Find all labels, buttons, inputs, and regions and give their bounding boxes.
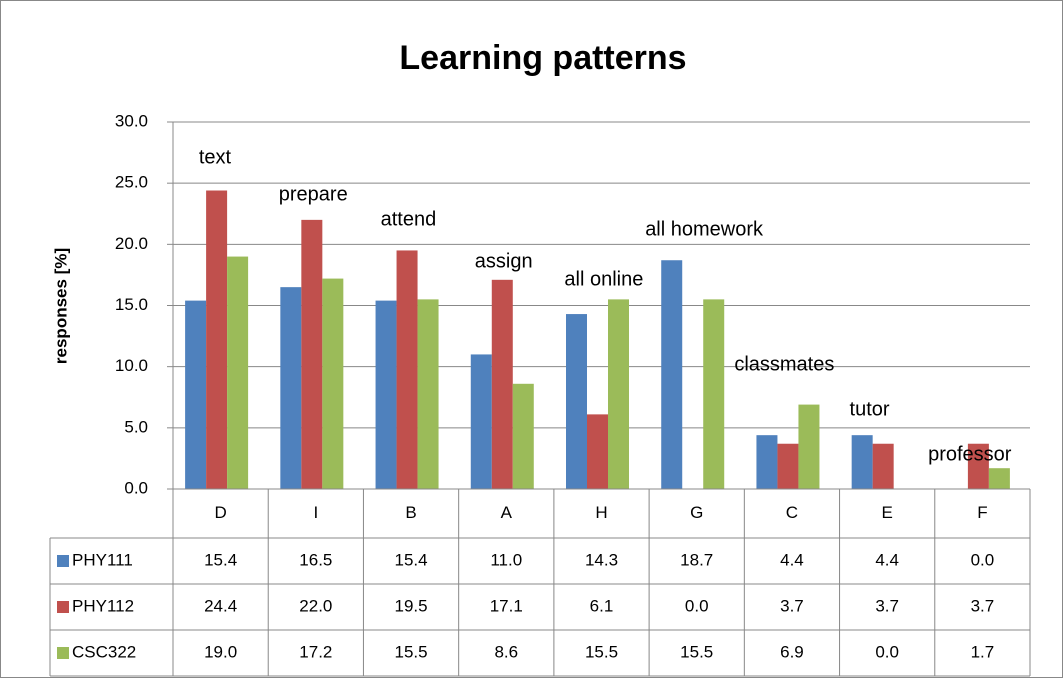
bar	[322, 278, 344, 489]
bar	[661, 260, 683, 489]
table-value: 4.4	[875, 550, 899, 569]
y-tick-label: 20.0	[115, 234, 148, 253]
bar	[417, 299, 439, 489]
table-value: 3.7	[780, 596, 804, 615]
table-value: 0.0	[971, 550, 995, 569]
x-tick-label: G	[690, 503, 703, 522]
annotation: prepare	[279, 183, 348, 205]
legend-key	[57, 555, 69, 567]
legend-label: PHY111	[72, 550, 133, 569]
annotation: assign	[475, 250, 533, 272]
annotation: text	[199, 146, 232, 168]
legend-key	[57, 647, 69, 659]
annotation: professor	[928, 443, 1012, 465]
bar	[777, 443, 799, 489]
bar	[587, 414, 608, 489]
y-tick-label: 5.0	[124, 417, 148, 436]
annotation: classmates	[734, 353, 834, 375]
bar	[185, 300, 207, 489]
y-tick-label: 0.0	[124, 478, 148, 497]
x-tick-label: B	[405, 503, 416, 522]
annotation: all online	[564, 268, 643, 290]
table-value: 22.0	[299, 596, 332, 615]
table-value: 3.7	[875, 596, 899, 615]
table-value: 4.4	[780, 550, 804, 569]
bar	[988, 468, 1010, 489]
table-value: 19.5	[395, 596, 428, 615]
table-value: 1.7	[971, 642, 995, 661]
table-value: 18.7	[680, 550, 713, 569]
x-tick-label: H	[595, 503, 607, 522]
table-value: 6.1	[590, 596, 614, 615]
table-value: 3.7	[971, 596, 995, 615]
bar	[375, 300, 397, 489]
table-value: 24.4	[204, 596, 237, 615]
x-tick-label: I	[313, 503, 318, 522]
table-value: 11.0	[490, 550, 522, 569]
y-tick-label: 15.0	[115, 295, 148, 314]
annotation: all homework	[645, 218, 764, 240]
bar	[703, 299, 725, 489]
table-value: 15.5	[585, 642, 618, 661]
table-value: 19.0	[204, 642, 237, 661]
table-value: 6.9	[780, 642, 804, 661]
bar	[396, 250, 418, 489]
table-value: 8.6	[494, 642, 518, 661]
table-value: 17.1	[490, 596, 523, 615]
bar	[491, 279, 513, 489]
x-tick-label: A	[501, 503, 513, 522]
bar	[227, 256, 249, 489]
bar	[608, 299, 629, 489]
x-tick-label: F	[977, 503, 987, 522]
table-value: 0.0	[685, 596, 709, 615]
table-value: 15.4	[395, 550, 428, 569]
bar	[798, 404, 820, 489]
x-tick-label: C	[786, 503, 798, 522]
bar	[756, 435, 778, 489]
legend-label: PHY112	[72, 596, 134, 615]
bar	[967, 443, 989, 489]
bar	[566, 314, 587, 489]
table-value: 0.0	[875, 642, 899, 661]
table-value: 17.2	[299, 642, 332, 661]
x-tick-label: D	[214, 503, 226, 522]
chart-title: Learning patterns	[399, 39, 686, 77]
annotation: attend	[381, 208, 437, 230]
y-tick-label: 30.0	[115, 111, 148, 130]
y-tick-label: 10.0	[115, 356, 148, 375]
x-tick-label: E	[881, 503, 892, 522]
bar	[470, 354, 492, 489]
bar	[851, 435, 873, 489]
bar	[512, 383, 534, 489]
bar	[280, 287, 302, 489]
y-tick-label: 25.0	[115, 173, 148, 192]
table-value: 15.4	[204, 550, 237, 569]
legend-label: CSC322	[72, 642, 136, 661]
legend-key	[57, 601, 69, 613]
table-value: 15.5	[680, 642, 713, 661]
bar	[872, 443, 894, 489]
bar	[206, 190, 228, 490]
bar	[301, 219, 323, 489]
table-value: 15.5	[395, 642, 428, 661]
table-value: 16.5	[299, 550, 332, 569]
annotation: tutor	[850, 398, 890, 420]
table-value: 14.3	[585, 550, 618, 569]
y-axis-label: responses [%]	[51, 248, 70, 364]
